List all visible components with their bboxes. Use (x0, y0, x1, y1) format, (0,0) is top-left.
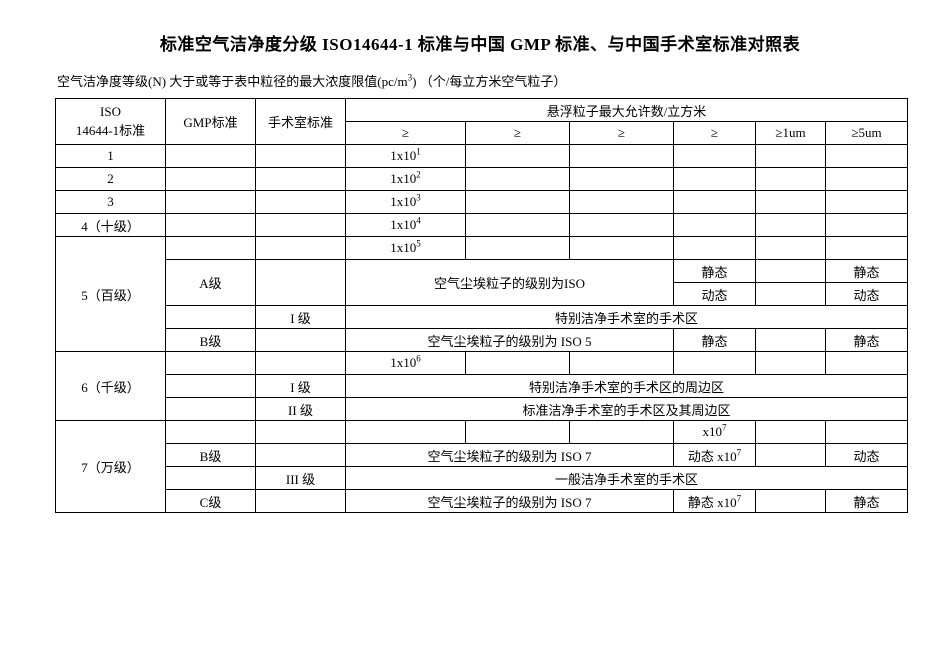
cell-text: 空气尘埃粒子的级别为 ISO 5 (346, 329, 674, 352)
cell-text: 特别洁净手术室的手术区的周边区 (346, 375, 908, 398)
table-row: C级 空气尘埃粒子的级别为 ISO 7 静态 x107 静态 (56, 490, 908, 513)
cell-dynamic: 动态 (826, 283, 908, 306)
cell-dynamic: 动态 (826, 444, 908, 467)
cell-iso: 1 (56, 145, 166, 168)
cell-empty (256, 145, 346, 168)
sup: 5 (416, 239, 421, 249)
col-iso: ISO 14644-1标准 (56, 99, 166, 145)
cell-text: 标准洁净手术室的手术区及其周边区 (346, 398, 908, 421)
col-particle-title: 悬浮粒子最大允许数/立方米 (346, 99, 908, 122)
cell-dynamic: 动态 x107 (674, 444, 756, 467)
col-gmp: GMP标准 (166, 99, 256, 145)
col-ge-5um: ≥5um (826, 122, 908, 145)
table-row: B级 空气尘埃粒子的级别为 ISO 7 动态 x107 动态 (56, 444, 908, 467)
cell-static: 静态 (826, 260, 908, 283)
val: 1x10 (390, 148, 416, 163)
table-row: 4（十级） 1x104 (56, 214, 908, 237)
table-row: 1 1x101 (56, 145, 908, 168)
subtitle: 空气洁净度等级(N) 大于或等于表中粒径的最大浓度限值(pc/m3) （个/每立… (57, 71, 905, 90)
page-title: 标准空气洁净度分级 ISO14644-1 标准与中国 GMP 标准、与中国手术室… (55, 30, 905, 55)
cell-iso: 6（千级） (56, 352, 166, 421)
cell-value: 1x105 (346, 237, 466, 260)
cell-value: x107 (674, 421, 756, 444)
cell-value: 1x106 (346, 352, 466, 375)
table-row: 6（千级） 1x106 (56, 352, 908, 375)
cell-gmp: B级 (166, 444, 256, 467)
table-row: A级 空气尘埃粒子的级别为ISO 静态 静态 (56, 260, 908, 283)
cell-iso: 4（十级） (56, 214, 166, 237)
val: 1x10 (390, 240, 416, 255)
table-row: B级 空气尘埃粒子的级别为 ISO 5 静态 静态 (56, 329, 908, 352)
col-iso-l2: 14644-1标准 (76, 123, 145, 138)
table-row: 3 1x103 (56, 191, 908, 214)
cell-value: 1x104 (346, 214, 466, 237)
cell-text: 一般洁净手术室的手术区 (346, 467, 908, 490)
cell-or: II 级 (256, 398, 346, 421)
cell-gmp: A级 (166, 260, 256, 306)
cell-static: 静态 (826, 490, 908, 513)
val: 1x10 (390, 217, 416, 232)
cell-or: III 级 (256, 467, 346, 490)
col-iso-l1: ISO (100, 104, 121, 119)
table-row: 5（百级） 1x105 (56, 237, 908, 260)
col-ge-2: ≥ (466, 122, 570, 145)
cell-text: 空气尘埃粒子的级别为ISO (346, 260, 674, 306)
subtitle-suffix: ) （个/每立方米空气粒子） (412, 74, 566, 89)
table-row: I 级 特别洁净手术室的手术区的周边区 (56, 375, 908, 398)
val: x10 (703, 424, 723, 439)
cell-gmp: C级 (166, 490, 256, 513)
cell-value: 1x103 (346, 191, 466, 214)
cell-gmp: B级 (166, 329, 256, 352)
sup: 3 (416, 193, 421, 203)
cell-or: I 级 (256, 375, 346, 398)
cell-iso: 7（万级） (56, 421, 166, 513)
val: 1x10 (390, 194, 416, 209)
cell-empty (166, 145, 256, 168)
sup: 4 (416, 216, 421, 226)
table-header-row-1: ISO 14644-1标准 GMP标准 手术室标准 悬浮粒子最大允许数/立方米 (56, 99, 908, 122)
val: 1x10 (390, 171, 416, 186)
comparison-table: ISO 14644-1标准 GMP标准 手术室标准 悬浮粒子最大允许数/立方米 … (55, 98, 908, 513)
cell-static: 静态 x107 (674, 490, 756, 513)
table-row: I 级 特别洁净手术室的手术区 (56, 306, 908, 329)
sup: 7 (737, 447, 742, 457)
table-row: 7（万级） x107 (56, 421, 908, 444)
cell-iso: 3 (56, 191, 166, 214)
sup: 7 (722, 423, 727, 433)
col-ge-1: ≥ (346, 122, 466, 145)
col-ge-1um: ≥1um (756, 122, 826, 145)
cell-or: I 级 (256, 306, 346, 329)
col-or: 手术室标准 (256, 99, 346, 145)
cell-value: 1x101 (346, 145, 466, 168)
cell-text: 空气尘埃粒子的级别为 ISO 7 (346, 444, 674, 467)
cell-value: 1x102 (346, 168, 466, 191)
val: 动态 x10 (688, 449, 737, 464)
sup: 1 (416, 147, 421, 157)
cell-text: 空气尘埃粒子的级别为 ISO 7 (346, 490, 674, 513)
val: 1x10 (390, 355, 416, 370)
table-row: 2 1x102 (56, 168, 908, 191)
col-ge-4: ≥ (674, 122, 756, 145)
sup: 6 (416, 354, 421, 364)
sup: 2 (416, 170, 421, 180)
cell-static: 静态 (674, 329, 756, 352)
cell-iso: 5（百级） (56, 237, 166, 352)
val: 静态 x10 (688, 495, 737, 510)
subtitle-prefix: 空气洁净度等级(N) 大于或等于表中粒径的最大浓度限值(pc/m (57, 74, 408, 89)
col-ge-3: ≥ (570, 122, 674, 145)
cell-text: 特别洁净手术室的手术区 (346, 306, 908, 329)
cell-static: 静态 (674, 260, 756, 283)
cell-dynamic: 动态 (674, 283, 756, 306)
table-row: II 级 标准洁净手术室的手术区及其周边区 (56, 398, 908, 421)
table-row: III 级 一般洁净手术室的手术区 (56, 467, 908, 490)
cell-iso: 2 (56, 168, 166, 191)
sup: 7 (737, 493, 742, 503)
cell-static: 静态 (826, 329, 908, 352)
